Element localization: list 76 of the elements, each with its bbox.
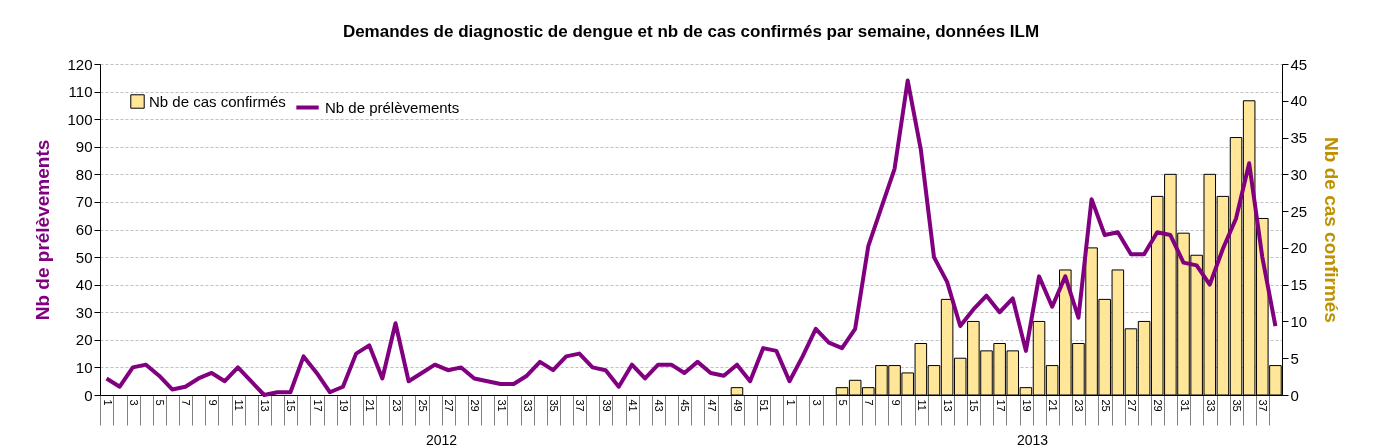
- x-tick-label: 17: [311, 399, 324, 412]
- x-tick-label: 37: [1257, 399, 1270, 412]
- y2-tick-label: 40: [1290, 92, 1308, 110]
- line-series: [104, 78, 1278, 397]
- y2-tick-label: 15: [1290, 276, 1308, 294]
- text: 2012: [425, 432, 458, 448]
- y2-tick-label: 30: [1290, 165, 1308, 183]
- x-tick-label: 9: [889, 399, 902, 406]
- chart-title: Demandes de diagnostic de dengue et nb de cas confirmés par semaine, données ILM: [342, 22, 1040, 41]
- y-tick-label: 0: [84, 386, 93, 404]
- y2-tick-label: 35: [1290, 129, 1308, 147]
- y-tick-label: 60: [75, 221, 93, 238]
- y-tick-label: 90: [75, 138, 93, 156]
- x-tick-label: 3: [127, 399, 140, 406]
- x-tick-label: 19: [337, 399, 350, 412]
- x-tick-label: 1: [101, 399, 114, 406]
- x-tick-label: 5: [837, 399, 850, 406]
- y-tick-label: 50: [75, 248, 93, 266]
- y-tick-label: 120: [67, 55, 93, 73]
- y-tick-label: 80: [75, 165, 93, 183]
- x-tick-label: 1: [784, 399, 797, 406]
- x-tick-label: 35: [548, 399, 561, 412]
- x-tick-label: 15: [968, 399, 981, 412]
- x-tick-label: 41: [626, 399, 639, 412]
- x-tick-label: 17: [994, 399, 1007, 412]
- x-tick-label: 25: [416, 399, 429, 412]
- y2-tick-label: 45: [1290, 55, 1308, 73]
- y-tick-label: 30: [75, 303, 93, 321]
- x-tick-label: 21: [1047, 399, 1060, 412]
- x-tick-label: 51: [758, 399, 771, 412]
- y-tick-label: 100: [67, 110, 93, 128]
- text: 2013: [1016, 432, 1049, 448]
- x-tick-label: 13: [259, 399, 272, 412]
- x-tick-label: 3: [810, 399, 823, 406]
- x-tick-label: 13: [942, 399, 955, 412]
- y2-tick-label: 25: [1290, 202, 1308, 220]
- x-tick-label: 37: [574, 399, 587, 412]
- x-tick-label: 21: [364, 399, 377, 412]
- x-tick-label: 9: [206, 399, 219, 406]
- legend-label: Nb de cas confirmés: [149, 92, 286, 110]
- x-tick-label: 11: [232, 399, 245, 411]
- x-tick-label: 33: [521, 399, 534, 412]
- y2-tick-label: 5: [1290, 349, 1299, 367]
- x-tick-label: 23: [1073, 399, 1086, 412]
- x-tick-label: 27: [443, 399, 456, 412]
- y-tick-label: 20: [75, 331, 93, 349]
- legend-label: Nb de prélèvements: [325, 98, 460, 116]
- x-tick-label: 5: [154, 399, 167, 406]
- y2-tick-label: 10: [1290, 312, 1308, 330]
- x-tick-label: 19: [1020, 399, 1033, 412]
- x-tick-label: 33: [1204, 399, 1217, 412]
- x-tick-label: 29: [469, 399, 482, 412]
- x-tick-label: 27: [1125, 399, 1138, 412]
- x-tick-label: 25: [1099, 399, 1112, 412]
- x-tick-label: 49: [731, 399, 744, 412]
- x-tick-label: 29: [1152, 399, 1165, 412]
- x-tick-label: 31: [495, 399, 508, 412]
- y-tick-label: 40: [75, 276, 93, 294]
- y2-tick-label: 0: [1290, 386, 1299, 404]
- x-tick-label: 31: [1178, 399, 1191, 412]
- y2-tick-label: 20: [1290, 239, 1308, 257]
- x-tick-label: 7: [863, 399, 876, 406]
- y-tick-label: 10: [75, 358, 93, 376]
- y2-axis-title: Nb de cas confirmés: [1321, 137, 1343, 323]
- x-tick-label: 47: [705, 399, 718, 412]
- x-tick-label: 45: [679, 399, 692, 412]
- x-tick-label: 23: [390, 399, 403, 412]
- x-tick-label: 43: [653, 399, 666, 412]
- y-tick-label: 70: [75, 193, 93, 211]
- y-tick-label: 110: [68, 83, 93, 101]
- x-tick-label: 11: [915, 399, 928, 411]
- x-tick-label: 15: [285, 399, 298, 412]
- x-tick-label: 35: [1231, 399, 1244, 412]
- x-tick-label: 39: [600, 399, 613, 412]
- x-tick-label: 7: [180, 399, 193, 406]
- y-axis-title: Nb de prélèvements: [32, 139, 54, 321]
